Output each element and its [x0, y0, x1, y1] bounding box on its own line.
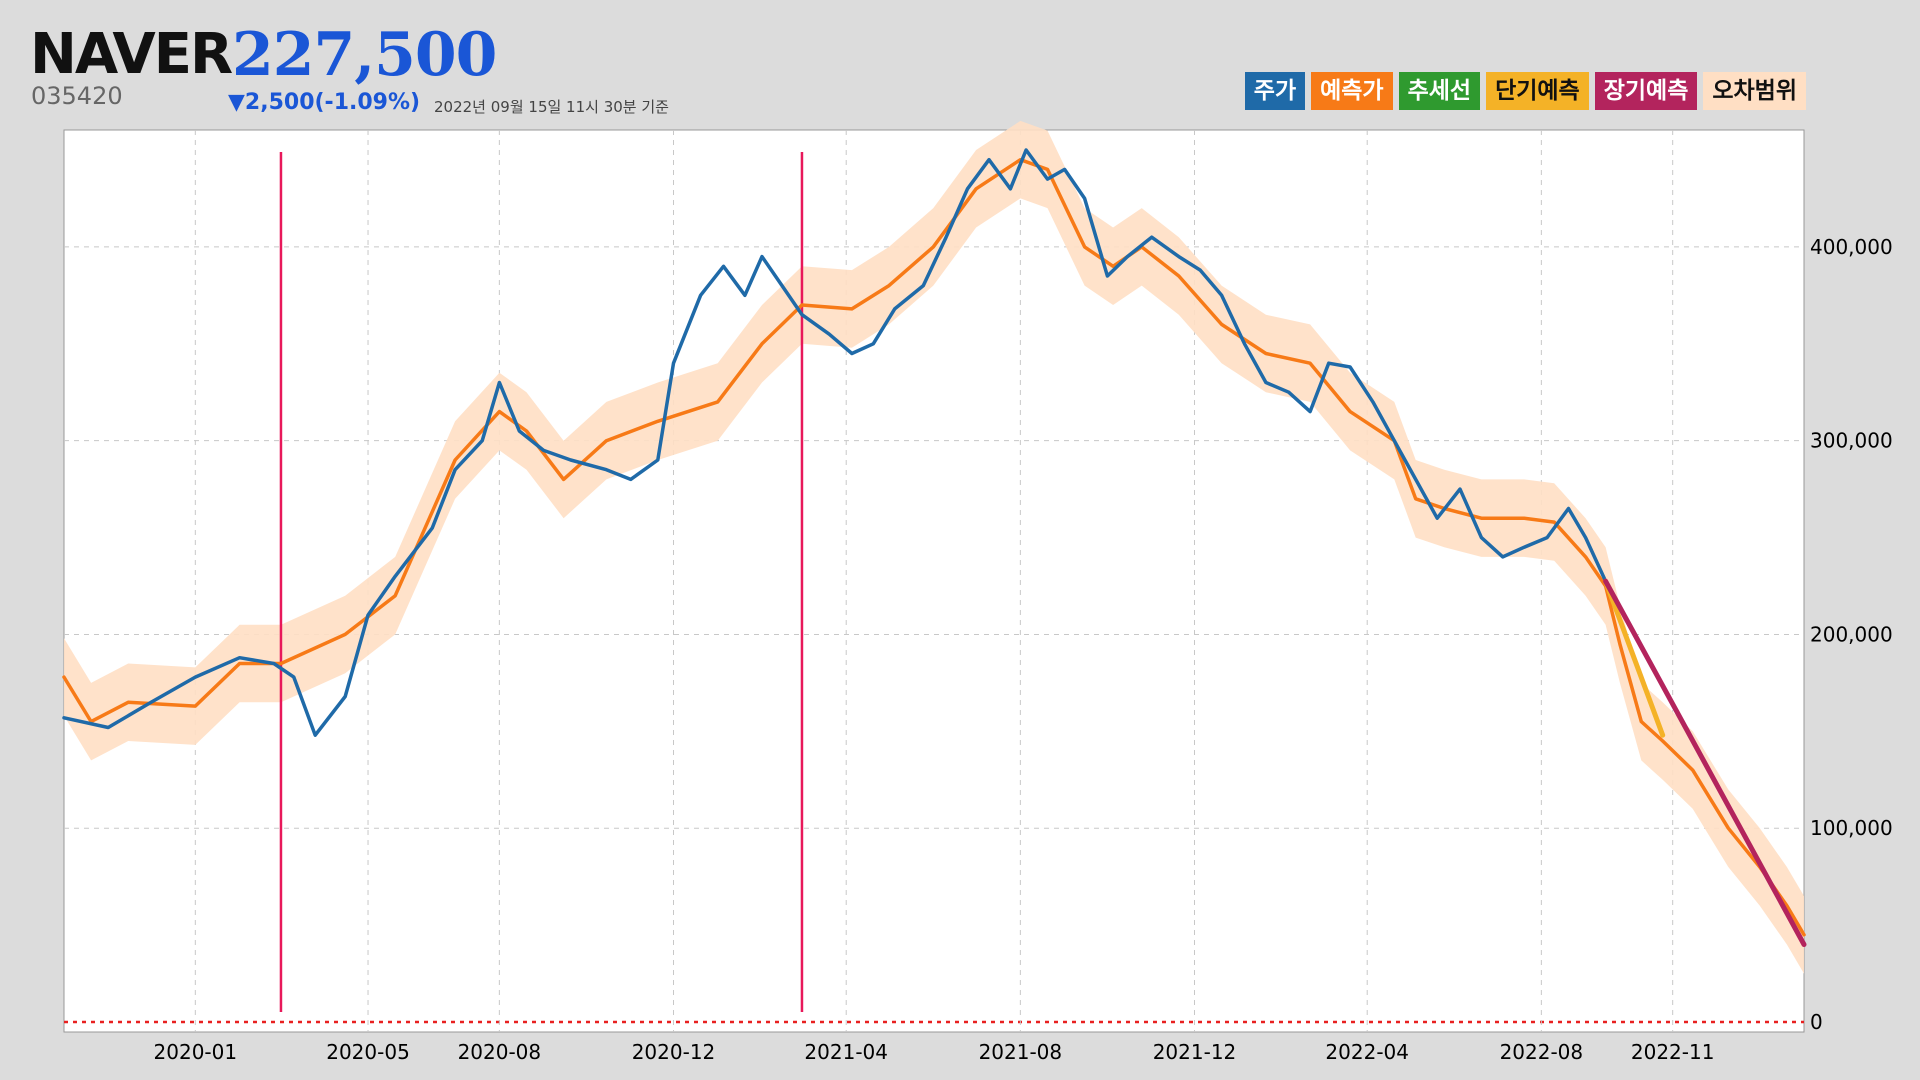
y-tick-label: 200,000: [1810, 622, 1893, 646]
forecast-line: [62, 157, 1806, 937]
x-tick-label: 2020-08: [458, 1040, 542, 1064]
legend-item-long-term[interactable]: 장기예측: [1594, 72, 1698, 110]
x-tick-label: 2022-04: [1325, 1040, 1409, 1064]
y-tick-label: 300,000: [1810, 429, 1893, 453]
stock-code: 035420: [31, 82, 123, 110]
chart-legend: 주가 예측가 추세선 단기예측 장기예측 오차범위: [1244, 72, 1806, 110]
legend-item-error-band[interactable]: 오차범위: [1703, 72, 1806, 110]
x-tick-label: 2020-01: [154, 1040, 238, 1064]
y-tick-label: 400,000: [1810, 235, 1893, 259]
legend-item-forecast[interactable]: 예측가: [1311, 72, 1393, 110]
current-price: 227,500: [232, 20, 497, 90]
error-band-layer: [64, 120, 1804, 974]
x-tick-label: 2022-08: [1500, 1040, 1584, 1064]
y-tick-label: 100,000: [1810, 816, 1893, 840]
y-tick-label: 0: [1810, 1010, 1823, 1034]
legend-item-trend[interactable]: 추세선: [1398, 72, 1481, 110]
x-tick-label: 2022-11: [1631, 1040, 1715, 1064]
legend-item-short-term[interactable]: 단기예측: [1486, 72, 1589, 110]
short-term-forecast-line: [1603, 578, 1666, 738]
legend-item-price[interactable]: 주가: [1244, 72, 1306, 110]
stock-name: NAVER: [30, 22, 233, 87]
x-tick-label: 2020-12: [632, 1040, 716, 1064]
price-line: [62, 148, 1608, 737]
vertical-markers: [279, 152, 804, 1012]
long-term-forecast-line: [1603, 578, 1807, 947]
x-tick-label: 2020-05: [326, 1040, 410, 1064]
tick-labels: 0 100,000 200,000 300,000 400,000 2020-01 2020…: [154, 235, 1893, 1064]
price-change: ▼2,500(-1.09%): [228, 90, 421, 115]
x-tick-label: 2021-04: [804, 1040, 888, 1064]
as-of-timestamp: 2022년 09월 15일 11시 30분 기준: [434, 98, 669, 116]
series-lines: [62, 148, 1807, 947]
x-tick-label: 2021-12: [1153, 1040, 1237, 1064]
error-band: [64, 120, 1804, 974]
x-tick-label: 2021-08: [979, 1040, 1063, 1064]
